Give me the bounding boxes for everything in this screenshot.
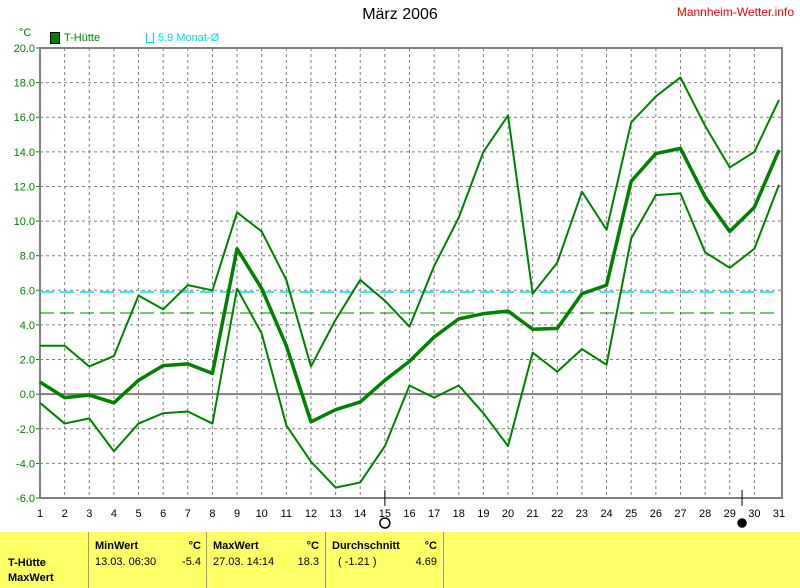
x-tick-label: 15 bbox=[379, 508, 391, 520]
x-tick-label: 16 bbox=[403, 508, 415, 520]
x-tick-label: 30 bbox=[748, 508, 760, 520]
x-tick-label: 10 bbox=[256, 508, 268, 520]
avg-deviation: ( -1.21 ) bbox=[338, 556, 377, 568]
x-tick-label: 4 bbox=[111, 508, 117, 520]
series-max-line bbox=[40, 76, 780, 368]
chart-title: März 2006 bbox=[362, 6, 438, 23]
legend-label: T-Hütte bbox=[64, 32, 101, 44]
series-mean-line bbox=[39, 146, 781, 424]
x-tick-label: 17 bbox=[428, 508, 440, 520]
x-tick-label: 1 bbox=[37, 508, 43, 520]
max-column: MaxWert °C 27.03. 14:14 18.3 bbox=[206, 532, 325, 588]
y-tick-label: 2.0 bbox=[20, 355, 35, 367]
y-tick-label: 14.0 bbox=[14, 147, 35, 159]
x-tick-label: 9 bbox=[234, 508, 240, 520]
y-tick-label: 12.0 bbox=[14, 181, 35, 193]
max-header: MaxWert bbox=[213, 540, 259, 552]
x-tick-label: 8 bbox=[209, 508, 215, 520]
min-column: MinWert °C 13.03. 06:30 -5.4 bbox=[88, 532, 207, 588]
avg-column: Durchschnitt °C ( -1.21 ) 4.69 bbox=[325, 532, 444, 588]
x-tick-label: 12 bbox=[305, 508, 317, 520]
y-tick-label: 4.0 bbox=[20, 320, 35, 332]
row-label: MaxWert bbox=[8, 572, 54, 584]
full-moon-icon bbox=[379, 517, 391, 529]
x-tick-label: 25 bbox=[625, 508, 637, 520]
min-unit: °C bbox=[188, 540, 201, 552]
min-header: MinWert bbox=[95, 540, 139, 552]
avg-header: Durchschnitt bbox=[332, 540, 400, 552]
x-tick-label: 21 bbox=[527, 508, 539, 520]
avg-value: 4.69 bbox=[415, 556, 437, 568]
x-tick-label: 5 bbox=[135, 508, 141, 520]
legend-swatch-icon bbox=[50, 32, 60, 44]
x-tick-label: 23 bbox=[576, 508, 588, 520]
x-tick-label: 7 bbox=[185, 508, 191, 520]
y-tick-label: 6.0 bbox=[20, 285, 35, 297]
x-tick-label: 18 bbox=[453, 508, 465, 520]
x-tick-label: 24 bbox=[600, 508, 612, 520]
x-tick-label: 31 bbox=[773, 508, 785, 520]
y-tick-label: 10.0 bbox=[14, 216, 35, 228]
max-unit: °C bbox=[306, 540, 319, 552]
min-time: 13.03. 06:30 bbox=[95, 556, 157, 568]
y-tick-label: -4.0 bbox=[16, 458, 35, 470]
x-tick-label: 28 bbox=[699, 508, 711, 520]
y-tick-label: 16.0 bbox=[14, 112, 35, 124]
row-label: T-Hütte bbox=[8, 557, 46, 569]
y-axis-unit: °C bbox=[19, 27, 32, 39]
x-tick-label: 14 bbox=[354, 508, 366, 520]
legend-swatch-icon bbox=[146, 33, 154, 43]
y-tick-label: 8.0 bbox=[20, 251, 35, 263]
legend-month-avg: 5.9 Monat-Ø bbox=[146, 32, 219, 44]
plot-frame bbox=[39, 47, 783, 499]
x-tick-label: 2 bbox=[62, 508, 68, 520]
series-min-line bbox=[39, 184, 780, 489]
y-tick-label: -2.0 bbox=[16, 424, 35, 436]
legend-t-huette: T-Hütte bbox=[50, 32, 100, 44]
x-tick-label: 27 bbox=[674, 508, 686, 520]
x-tick-label: 13 bbox=[329, 508, 341, 520]
max-time: 27.03. 14:14 bbox=[213, 556, 275, 568]
x-tick-label: 26 bbox=[650, 508, 662, 520]
avg-unit: °C bbox=[424, 540, 437, 552]
x-tick-label: 29 bbox=[724, 508, 736, 520]
legend-label: 5.9 Monat-Ø bbox=[158, 32, 220, 44]
new-moon-icon bbox=[737, 518, 747, 528]
x-tick-label: 22 bbox=[551, 508, 563, 520]
x-tick-label: 11 bbox=[281, 508, 292, 520]
y-tick-label: -6.0 bbox=[16, 493, 35, 505]
min-value: -5.4 bbox=[182, 556, 201, 568]
temperature-chart: 1 2 3 4 5 6 7 8 9 10 11 12 13 14 15 16 17 18 19 20 21 22 23 24 2… bbox=[14, 43, 785, 529]
site-link[interactable]: Mannheim-Wetter.info bbox=[676, 5, 794, 19]
y-tick-label: 18.0 bbox=[14, 78, 35, 90]
max-value: 18.3 bbox=[297, 556, 319, 568]
x-tick-label: 6 bbox=[160, 508, 166, 520]
y-tick-label: 20.0 bbox=[14, 43, 35, 55]
x-tick-label: 3 bbox=[86, 508, 92, 520]
stats-table: T-Hütte MaxWert MinWert °C 13.03. 06:30 … bbox=[0, 532, 800, 588]
y-tick-label: 0.0 bbox=[20, 389, 35, 401]
x-tick-label: 20 bbox=[502, 508, 514, 520]
x-tick-label: 19 bbox=[477, 508, 489, 520]
